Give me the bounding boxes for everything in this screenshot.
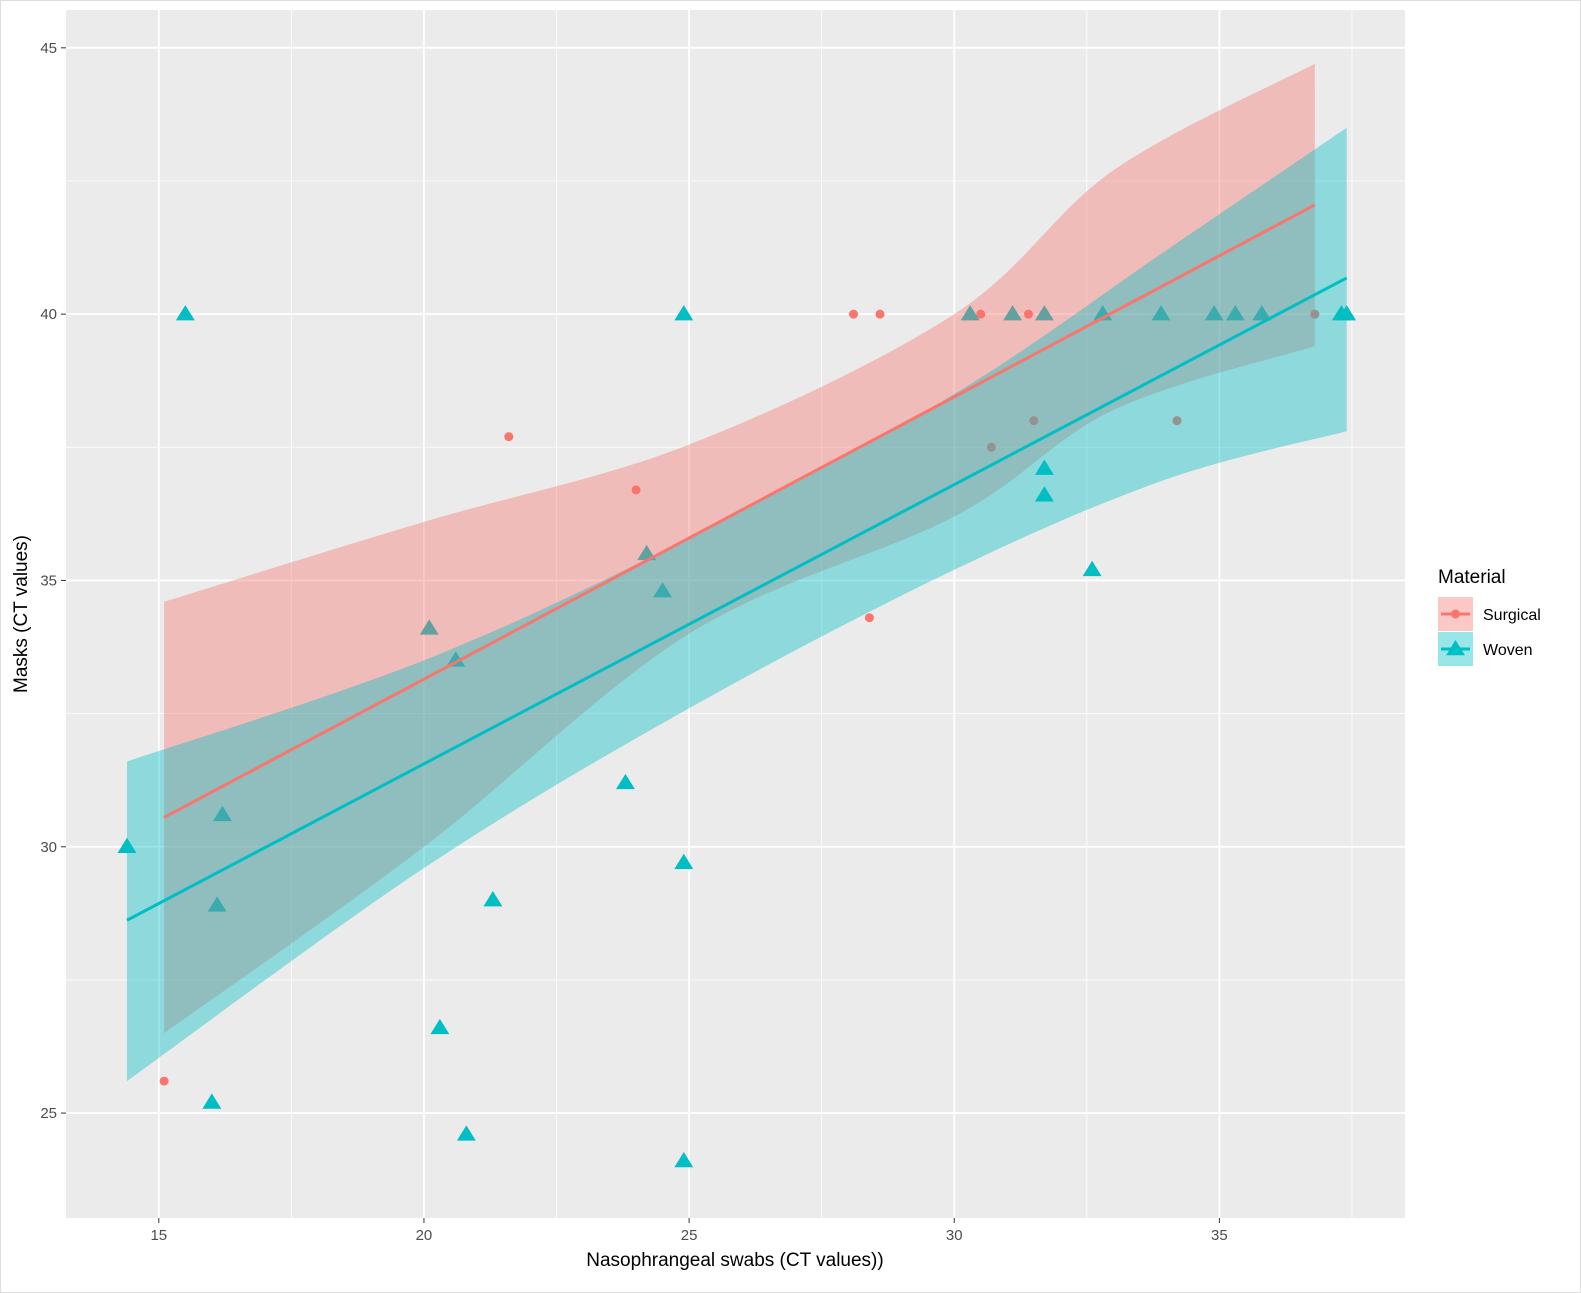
- surgical-point: [875, 309, 885, 319]
- woven-fit-line: [126, 276, 1348, 922]
- x-tick-label: 25: [681, 1227, 698, 1244]
- woven-point: [430, 1018, 450, 1035]
- confidence-bands: [126, 63, 1347, 1082]
- woven-point: [1337, 305, 1357, 321]
- woven-point: [1204, 305, 1224, 321]
- woven-point: [446, 651, 466, 667]
- woven-confidence-band: [126, 127, 1347, 1082]
- woven-point: [1034, 486, 1054, 502]
- surgical-point: [1172, 416, 1182, 426]
- legend-marker-surgical: [1451, 609, 1460, 619]
- y-tick-label: 40: [40, 306, 57, 323]
- surgical-point: [1310, 309, 1320, 319]
- x-axis-title: Nasophrangeal swabs (CT values)): [586, 1250, 883, 1271]
- surgical-point: [976, 309, 986, 319]
- x-tick-label: 20: [416, 1227, 433, 1244]
- surgical-point: [631, 485, 641, 495]
- x-tick-label: 30: [946, 1227, 963, 1244]
- woven-point: [1151, 305, 1171, 321]
- y-tick-label: 25: [40, 1105, 57, 1122]
- legend-title: Material: [1438, 567, 1506, 588]
- woven-point: [1003, 305, 1023, 321]
- woven-point: [1034, 305, 1054, 321]
- woven-point: [212, 805, 232, 822]
- axis-ticks: 15 20 25 30 35 25 30 35 40 45: [40, 40, 1227, 1244]
- woven-point: [674, 305, 694, 321]
- x-tick-label: 35: [1211, 1227, 1228, 1244]
- legend-label-woven: Woven: [1483, 642, 1533, 659]
- surgical-point: [864, 613, 874, 623]
- gridlines: [66, 10, 1405, 1218]
- surgical-point: [1029, 416, 1039, 426]
- surgical-point: [1023, 309, 1033, 319]
- legend-marker-woven: [1446, 640, 1465, 656]
- legend-label-surgical: Surgical: [1483, 607, 1541, 624]
- surgical-confidence-band: [164, 63, 1315, 1034]
- woven-point: [616, 773, 635, 790]
- woven-point: [1082, 560, 1102, 577]
- surgical-point: [504, 432, 514, 442]
- woven-point: [117, 837, 137, 854]
- woven-point: [202, 1093, 222, 1109]
- woven-point: [653, 582, 673, 598]
- woven-point: [207, 896, 227, 912]
- woven-point: [175, 305, 195, 321]
- data-points: [117, 305, 1357, 1168]
- woven-point: [1034, 459, 1054, 475]
- woven-point: [456, 1125, 476, 1141]
- woven-point: [419, 619, 439, 635]
- y-tick-label: 35: [40, 572, 57, 589]
- woven-point: [1252, 305, 1272, 321]
- woven-point: [674, 1152, 694, 1168]
- surgical-fit-line: [163, 203, 1316, 819]
- legend: Material Surgical Woven: [1438, 567, 1541, 666]
- y-axis-title: Masks (CT values): [11, 535, 32, 693]
- plot-panel: [66, 10, 1405, 1218]
- surgical-point: [848, 309, 858, 319]
- y-tick-label: 45: [40, 40, 57, 57]
- surgical-point: [986, 442, 996, 452]
- woven-point: [960, 305, 980, 321]
- woven-point: [674, 853, 694, 870]
- surgical-point: [159, 1076, 169, 1086]
- woven-point: [483, 891, 503, 907]
- x-tick-label: 15: [150, 1227, 167, 1244]
- fit-lines: [126, 203, 1348, 922]
- y-tick-label: 30: [40, 839, 57, 856]
- woven-point: [637, 544, 657, 561]
- woven-point: [1225, 305, 1245, 321]
